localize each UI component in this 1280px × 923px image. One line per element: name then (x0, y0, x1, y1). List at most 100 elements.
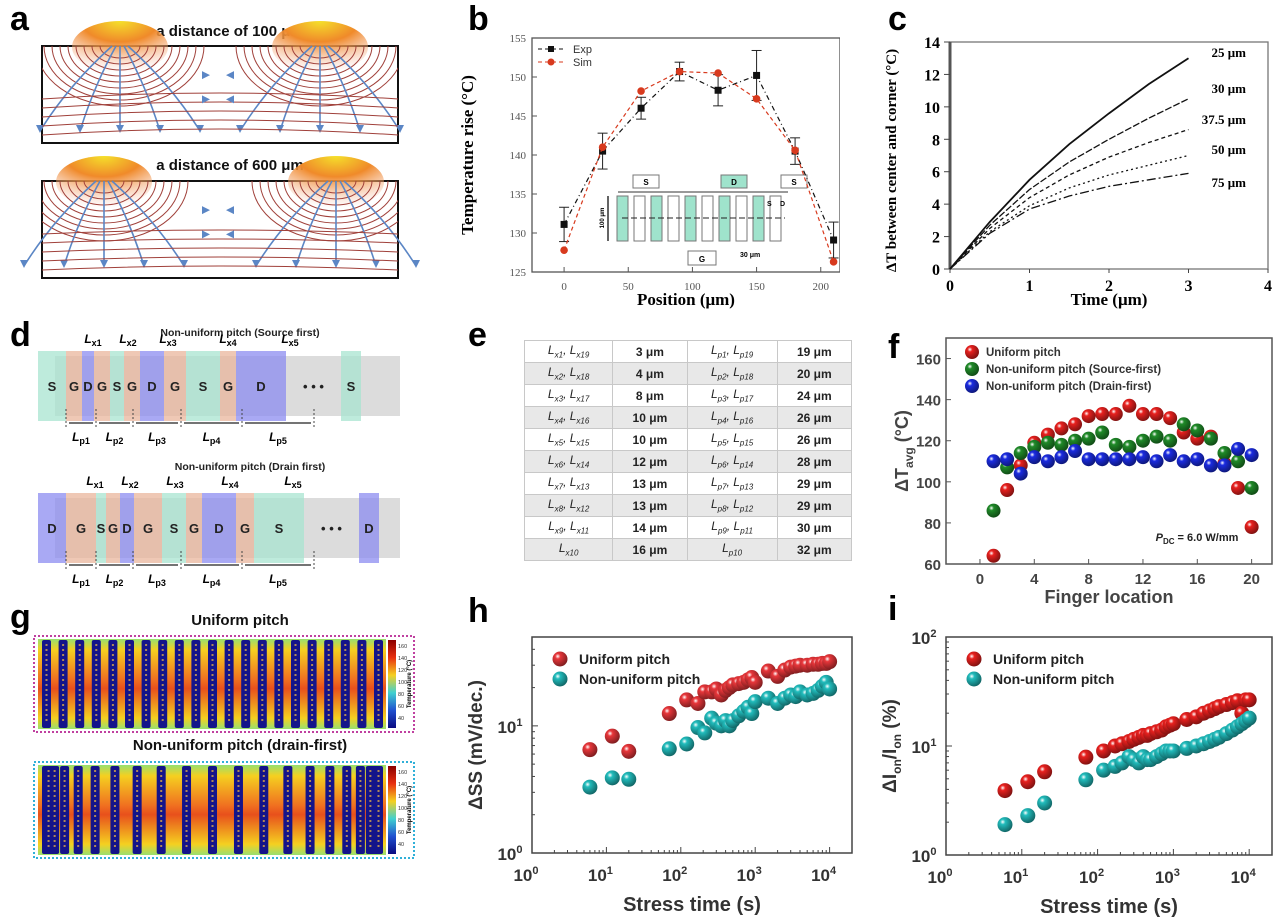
table-value-cell: 4 μm (612, 362, 688, 385)
finger-label: S (170, 521, 179, 536)
finger-width-label: Lx1 (86, 474, 103, 490)
data-point-exp (753, 71, 761, 79)
heat-flux-arrow (202, 206, 210, 215)
y-tick-label: 80 (924, 516, 941, 533)
colorbar-tick: 60 (398, 830, 404, 836)
inset-pad-label: G (699, 255, 705, 264)
finger-label: S (275, 521, 284, 536)
series-label: 30 μm (1212, 81, 1247, 96)
finger-label: S (347, 379, 356, 394)
legend-marker (547, 58, 555, 66)
data-point-sim (752, 95, 761, 103)
data-point (747, 674, 763, 690)
chart-i-delta-ion: 100 101 102 103 104 100 101 102 Stress time (s) Δ… (880, 628, 1273, 918)
x-tick-label: 103 (737, 865, 762, 885)
finger-label: D (214, 521, 223, 536)
table-value-cell: 10 μm (612, 406, 688, 429)
colorbar-tick: 80 (398, 818, 404, 824)
table-value-cell: 3 μm (612, 340, 688, 363)
finger-label: G (69, 379, 79, 394)
table-value-cell: 26 μm (776, 428, 853, 451)
y-tick-label: 100 (497, 844, 522, 864)
x-tick-label: 103 (1155, 867, 1180, 887)
data-point-sim (791, 146, 799, 155)
data-point (1217, 458, 1232, 473)
table-value-cell: 13 μm (612, 472, 688, 495)
panel-h-label: h (468, 592, 489, 630)
finger-G (220, 351, 236, 421)
x-tick-label: 8 (1084, 571, 1092, 588)
legend-marker (965, 362, 979, 376)
y-tick-label: 140 (510, 150, 527, 162)
x-tick-label: 100 (927, 867, 952, 887)
finger-label: D (147, 379, 156, 394)
data-point-exp (599, 147, 607, 155)
colorbar-tick: 80 (398, 692, 404, 698)
data-point (1095, 425, 1110, 440)
heat-flux-arrow (412, 260, 420, 268)
panel-b-label: b (468, 0, 489, 38)
heat-flux-arrow (100, 260, 108, 268)
heat-flux-arrow (316, 125, 324, 133)
colorbar-tick: 140 (398, 782, 407, 788)
data-point-sim (598, 143, 607, 151)
finger-width-label: Lx1 (84, 332, 101, 348)
colorbar-tick: 140 (398, 656, 407, 662)
data-point (1190, 452, 1205, 467)
x-tick-label: 2 (1105, 278, 1113, 295)
x-axis-label: Time (μm) (1071, 290, 1148, 309)
pitch-label: Lp1 (72, 430, 90, 446)
data-point (1095, 407, 1110, 422)
table-symbol-cell: Lp2, Lp18 (686, 362, 778, 385)
data-point-exp (714, 86, 722, 94)
y-tick-label: 60 (924, 557, 941, 574)
data-point (1122, 398, 1137, 413)
table-symbol-cell: Lx3, Lx17 (523, 384, 614, 407)
x-tick-label: 4 (1264, 278, 1272, 295)
series-line (949, 172, 1189, 270)
y-tick-label: 135 (510, 189, 527, 201)
finger-width-label: Lx2 (121, 474, 138, 490)
plot-frame (945, 337, 1273, 565)
finger-label: D (256, 379, 265, 394)
panel-a: a distance of 100 μm a distance of 600 μ… (0, 0, 440, 300)
panel-d-top-title: Non-uniform pitch (Source first) (160, 327, 320, 339)
x-tick-label: 4 (1030, 571, 1039, 588)
data-point (1163, 433, 1178, 448)
table-symbol-cell: Lx4, Lx16 (523, 406, 614, 429)
table-symbol-cell: Lx10 (523, 538, 614, 561)
series-line (949, 57, 1189, 270)
table-symbol-cell: Lp8, Lp12 (686, 494, 778, 517)
data-point (1068, 417, 1083, 432)
x-tick-label: 50 (623, 281, 635, 293)
finger-D (236, 351, 286, 421)
pitch-label: Lp3 (148, 430, 166, 446)
data-point (621, 743, 637, 759)
legend-label: Non-uniform pitch (579, 671, 700, 687)
data-point (1217, 446, 1232, 461)
finger-label: G (108, 521, 118, 536)
finger-label: G (143, 521, 153, 536)
x-tick-label: 150 (748, 281, 765, 293)
panel-i-label: i (888, 590, 898, 628)
finger-label: G (127, 379, 137, 394)
data-point (1108, 452, 1123, 467)
data-point (1000, 452, 1015, 467)
finger-G (66, 351, 82, 421)
y-tick-label: 4 (932, 197, 940, 214)
y-tick-label: 14 (924, 35, 940, 52)
inset-dim-label: 100 μm (600, 208, 606, 229)
data-point (1078, 772, 1094, 788)
heat-flux-arrow (396, 125, 404, 133)
data-point-sim (675, 67, 684, 76)
y-tick-label: 100 (916, 475, 941, 492)
isotherm (41, 238, 399, 244)
finger-S (186, 351, 220, 421)
finger-S (254, 493, 304, 563)
data-point (1241, 692, 1257, 708)
data-point (1013, 466, 1028, 481)
panel-a-bottom-title: a distance of 600 μm (156, 157, 304, 174)
data-point (1149, 454, 1164, 469)
data-point (621, 771, 637, 787)
